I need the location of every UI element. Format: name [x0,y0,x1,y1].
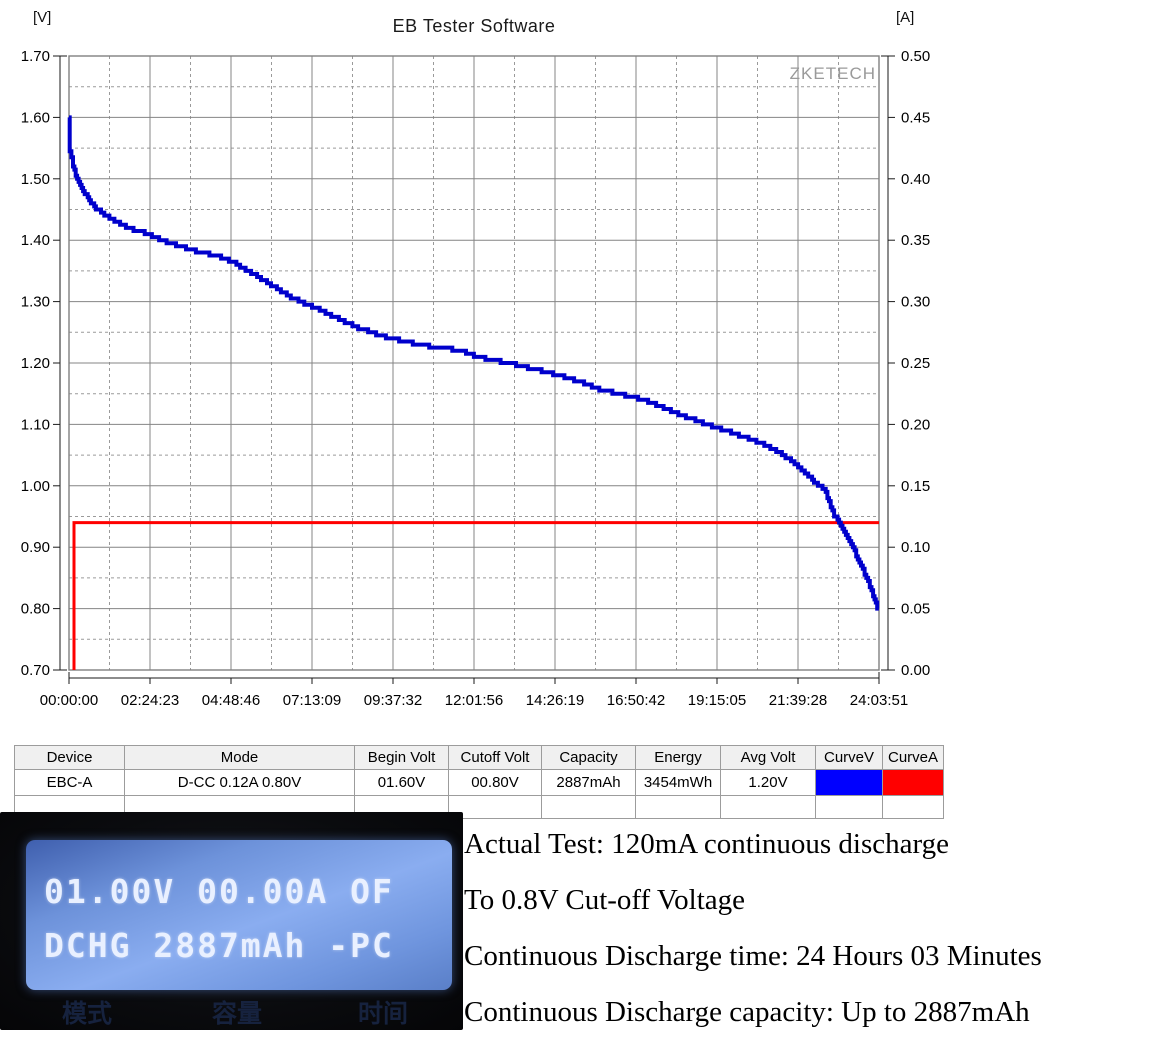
t-tick-label: 00:00:00 [40,692,98,709]
chart-canvas: 1.70 1.60 1.50 1.40 1.30 1.20 1.10 1.00 0.90 0.80… [21,48,930,709]
a-tick-label: 0.45 [901,109,930,126]
zketech-watermark: ZKETECH [789,64,876,83]
battery-tester-photo: 01.00V 00.00A OF DCHG 2887mAh -PC 模式 容量 … [0,812,463,1030]
test-result-table: Device Mode Begin Volt Cutoff Volt Capac… [14,745,944,819]
a-tick-label: 0.15 [901,478,930,495]
v-tick-label: 1.60 [21,109,50,126]
col-curvev: CurveV [815,745,883,770]
v-tick-label: 1.20 [21,355,50,372]
mode-cell: D-CC 0.12A 0.80V [124,769,355,796]
a-tick-label: 0.20 [901,416,930,433]
v-tick-label: 0.80 [21,601,50,618]
v-tick-label: 1.50 [21,171,50,188]
lcd-screen: 01.00V 00.00A OF DCHG 2887mAh -PC [26,840,452,990]
t-tick-label: 07:13:09 [283,692,341,709]
device-cell: EBC-A [14,769,125,796]
v-tick-label: 1.00 [21,478,50,495]
begin-volt-cell: 01.60V [354,769,449,796]
v-tick-label: 1.70 [21,48,50,65]
discharge-chart: 1.70 1.60 1.50 1.40 1.30 1.20 1.10 1.00 0.90 0.80… [21,9,930,709]
t-tick-label: 02:24:23 [121,692,179,709]
chart-title: EB Tester Software [392,16,556,36]
t-tick-label: 21:39:28 [769,692,827,709]
t-tick-label: 04:48:46 [202,692,260,709]
left-axis-unit-label: [V] [33,9,52,26]
time-button-label: 时间 [358,999,409,1028]
a-tick-label: 0.25 [901,355,930,372]
lcd-readout-line1: 01.00V 00.00A OF [44,872,394,911]
col-device: Device [14,745,125,770]
col-mode: Mode [124,745,355,770]
a-tick-label: 0.05 [901,601,930,618]
annotation-cutoff: To 0.8V Cut-off Voltage [464,884,745,916]
v-tick-label: 1.10 [21,416,50,433]
voltage-curve [67,115,880,611]
t-tick-label: 14:26:19 [526,692,584,709]
annotation-discharge-time: Continuous Discharge time: 24 Hours 03 M… [464,940,1042,972]
a-tick-label: 0.35 [901,232,930,249]
curvev-color-swatch[interactable] [815,769,883,796]
a-tick-label: 0.10 [901,539,930,556]
t-tick-label: 12:01:56 [445,692,503,709]
table-header-row: Device Mode Begin Volt Cutoff Volt Capac… [14,745,944,770]
energy-cell: 3454mWh [635,769,721,796]
col-curvea: CurveA [882,745,944,770]
capacity-button-label: 容量 [212,999,263,1028]
t-tick-label: 19:15:05 [688,692,746,709]
col-begin-volt: Begin Volt [354,745,449,770]
cutoff-volt-cell: 00.80V [448,769,542,796]
v-tick-label: 1.30 [21,294,50,311]
mode-button-label: 模式 [62,999,113,1028]
col-energy: Energy [635,745,721,770]
right-axis-unit-label: [A] [896,9,915,26]
a-tick-label: 0.00 [901,662,930,679]
col-capacity: Capacity [541,745,636,770]
a-tick-label: 0.40 [901,171,930,188]
annotation-actual-test: Actual Test: 120mA continuous discharge [464,828,949,860]
annotation-discharge-capacity: Continuous Discharge capacity: Up to 288… [464,996,1030,1028]
v-tick-label: 0.70 [21,662,50,679]
avg-volt-cell: 1.20V [720,769,816,796]
col-avg-volt: Avg Volt [720,745,816,770]
tester-button-labels: 模式 容量 时间 [0,994,463,1028]
v-tick-label: 0.90 [21,539,50,556]
t-tick-label: 09:37:32 [364,692,422,709]
v-tick-label: 1.40 [21,232,50,249]
t-tick-label: 16:50:42 [607,692,665,709]
table-row: EBC-A D-CC 0.12A 0.80V 01.60V 00.80V 288… [14,769,944,796]
curvea-color-swatch[interactable] [882,769,944,796]
a-tick-label: 0.30 [901,294,930,311]
t-tick-label: 24:03:51 [850,692,908,709]
a-tick-label: 0.50 [901,48,930,65]
current-curve [72,521,879,670]
capacity-cell: 2887mAh [541,769,636,796]
col-cutoff-volt: Cutoff Volt [448,745,542,770]
lcd-readout-line2: DCHG 2887mAh -PC [44,926,394,965]
